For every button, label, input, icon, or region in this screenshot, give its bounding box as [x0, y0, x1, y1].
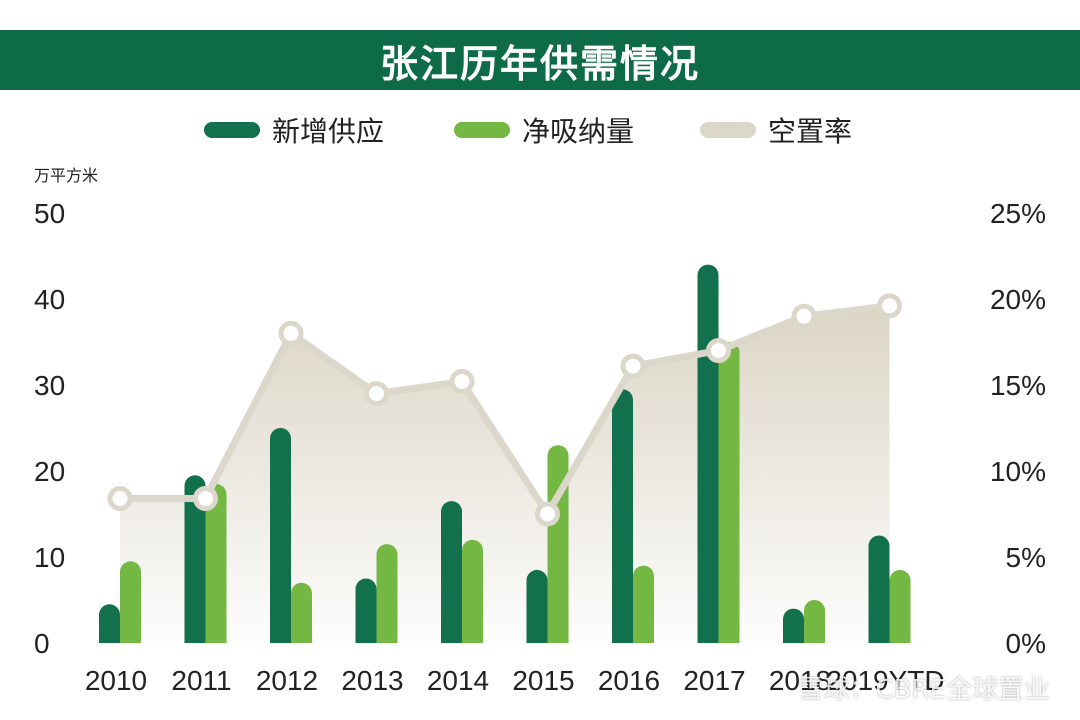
legend-item-net-absorption: 净吸纳量 — [454, 108, 634, 152]
right-tick-20pct: 20% — [990, 284, 1046, 315]
legend: 新增供应 净吸纳量 空置率 — [0, 108, 1080, 152]
bar-new-supply-2012 — [270, 428, 291, 643]
vacancy-point-2018 — [791, 303, 817, 329]
bar-base-net-absorption-2011 — [205, 632, 227, 643]
left-tick-50: 50 — [34, 198, 65, 229]
x-label-2017: 2017 — [683, 665, 745, 696]
right-tick-15pct: 15% — [990, 370, 1046, 401]
left-axis-unit: 万平方米 — [34, 166, 99, 185]
vacancy-point-2012 — [278, 320, 304, 346]
bar-new-supply-2015 — [526, 569, 548, 643]
bar-new-supply-2016 — [612, 389, 633, 643]
legend-item-new-supply: 新增供应 — [204, 108, 384, 152]
vacancy-area — [120, 305, 890, 643]
bar-base-new-supply-2010 — [99, 632, 120, 643]
bar-base-net-absorption-2012 — [291, 632, 312, 643]
bar-net-absorption-2012 — [291, 582, 312, 643]
legend-label-vacancy: 空置率 — [768, 115, 853, 148]
bar-base-net-absorption-2017 — [718, 632, 740, 643]
right-tick-0pct: 0% — [1006, 628, 1046, 659]
bar-net-absorption-2015 — [547, 445, 569, 643]
bar-net-absorption-2014 — [462, 539, 483, 643]
bar-base-new-supply-2013 — [355, 632, 377, 643]
bar-base-new-supply-2017 — [697, 632, 719, 643]
vacancy-point-2014 — [449, 369, 475, 395]
legend-label-new-supply: 新增供应 — [272, 115, 385, 148]
x-label-2018: 2018 — [769, 665, 831, 696]
right-tick-10pct: 10% — [990, 456, 1046, 487]
bar-net-absorption-2018 — [804, 600, 825, 643]
vacancy-point-2017 — [706, 338, 731, 364]
bar-new-supply-2019YTD — [868, 535, 890, 643]
bar-net-absorption-2010 — [120, 561, 141, 643]
legend-item-vacancy: 空置率 — [700, 108, 852, 152]
vacancy-point-2019YTD — [877, 293, 902, 319]
bar-base-new-supply-2014 — [441, 632, 462, 643]
legend-label-net-absorption: 净吸纳量 — [522, 115, 635, 148]
bar-net-absorption-2019YTD — [889, 569, 911, 643]
bar-base-new-supply-2015 — [526, 632, 548, 643]
bar-new-supply-2013 — [355, 578, 377, 643]
x-label-2019YTD: 2019YTD — [826, 665, 944, 696]
vacancy-line — [120, 302, 890, 518]
watermark: 雪球：CBRE全球置业 — [797, 675, 1051, 705]
vacancy-point-2016 — [620, 353, 646, 379]
bar-base-net-absorption-2010 — [120, 632, 141, 643]
left-tick-30: 30 — [34, 370, 65, 401]
x-label-2015: 2015 — [512, 665, 574, 696]
vacancy-point-2015 — [535, 501, 560, 527]
legend-swatch-net-absorption — [454, 122, 510, 138]
bar-base-new-supply-2019YTD — [868, 632, 890, 643]
bar-base-net-absorption-2013 — [376, 632, 398, 643]
bar-net-absorption-2016 — [633, 565, 654, 643]
bar-base-new-supply-2016 — [612, 632, 633, 643]
bar-base-net-absorption-2016 — [633, 632, 654, 643]
bar-new-supply-2014 — [441, 501, 462, 643]
right-tick-5pct: 5% — [1006, 542, 1046, 573]
bar-base-new-supply-2011 — [184, 632, 206, 643]
x-label-2010: 2010 — [85, 665, 147, 696]
bar-new-supply-2011 — [184, 475, 206, 643]
bar-base-net-absorption-2015 — [547, 632, 569, 643]
chart-title: 张江历年供需情况 — [0, 30, 1080, 90]
left-tick-10: 10 — [34, 542, 65, 573]
vacancy-point-2010 — [107, 486, 133, 512]
left-tick-40: 40 — [34, 284, 65, 315]
bar-net-absorption-2017 — [718, 342, 740, 643]
left-tick-0: 0 — [34, 628, 50, 659]
bar-base-net-absorption-2018 — [804, 632, 825, 643]
x-label-2011: 2011 — [171, 665, 231, 696]
right-tick-25pct: 25% — [990, 198, 1046, 229]
bar-net-absorption-2011 — [205, 483, 227, 643]
vacancy-point-2011 — [193, 486, 218, 512]
bar-net-absorption-2013 — [376, 544, 398, 643]
legend-swatch-vacancy — [700, 122, 756, 138]
bar-base-new-supply-2018 — [783, 632, 804, 643]
left-tick-20: 20 — [34, 456, 65, 487]
x-label-2014: 2014 — [427, 665, 489, 696]
x-label-2012: 2012 — [256, 665, 318, 696]
bar-base-net-absorption-2014 — [462, 632, 483, 643]
x-label-2013: 2013 — [341, 665, 403, 696]
legend-swatch-new-supply — [204, 122, 260, 138]
bar-new-supply-2017 — [697, 264, 719, 643]
bar-base-net-absorption-2019YTD — [889, 632, 911, 643]
x-label-2016: 2016 — [598, 665, 660, 696]
vacancy-point-2013 — [364, 381, 389, 407]
bar-base-new-supply-2012 — [270, 632, 291, 643]
